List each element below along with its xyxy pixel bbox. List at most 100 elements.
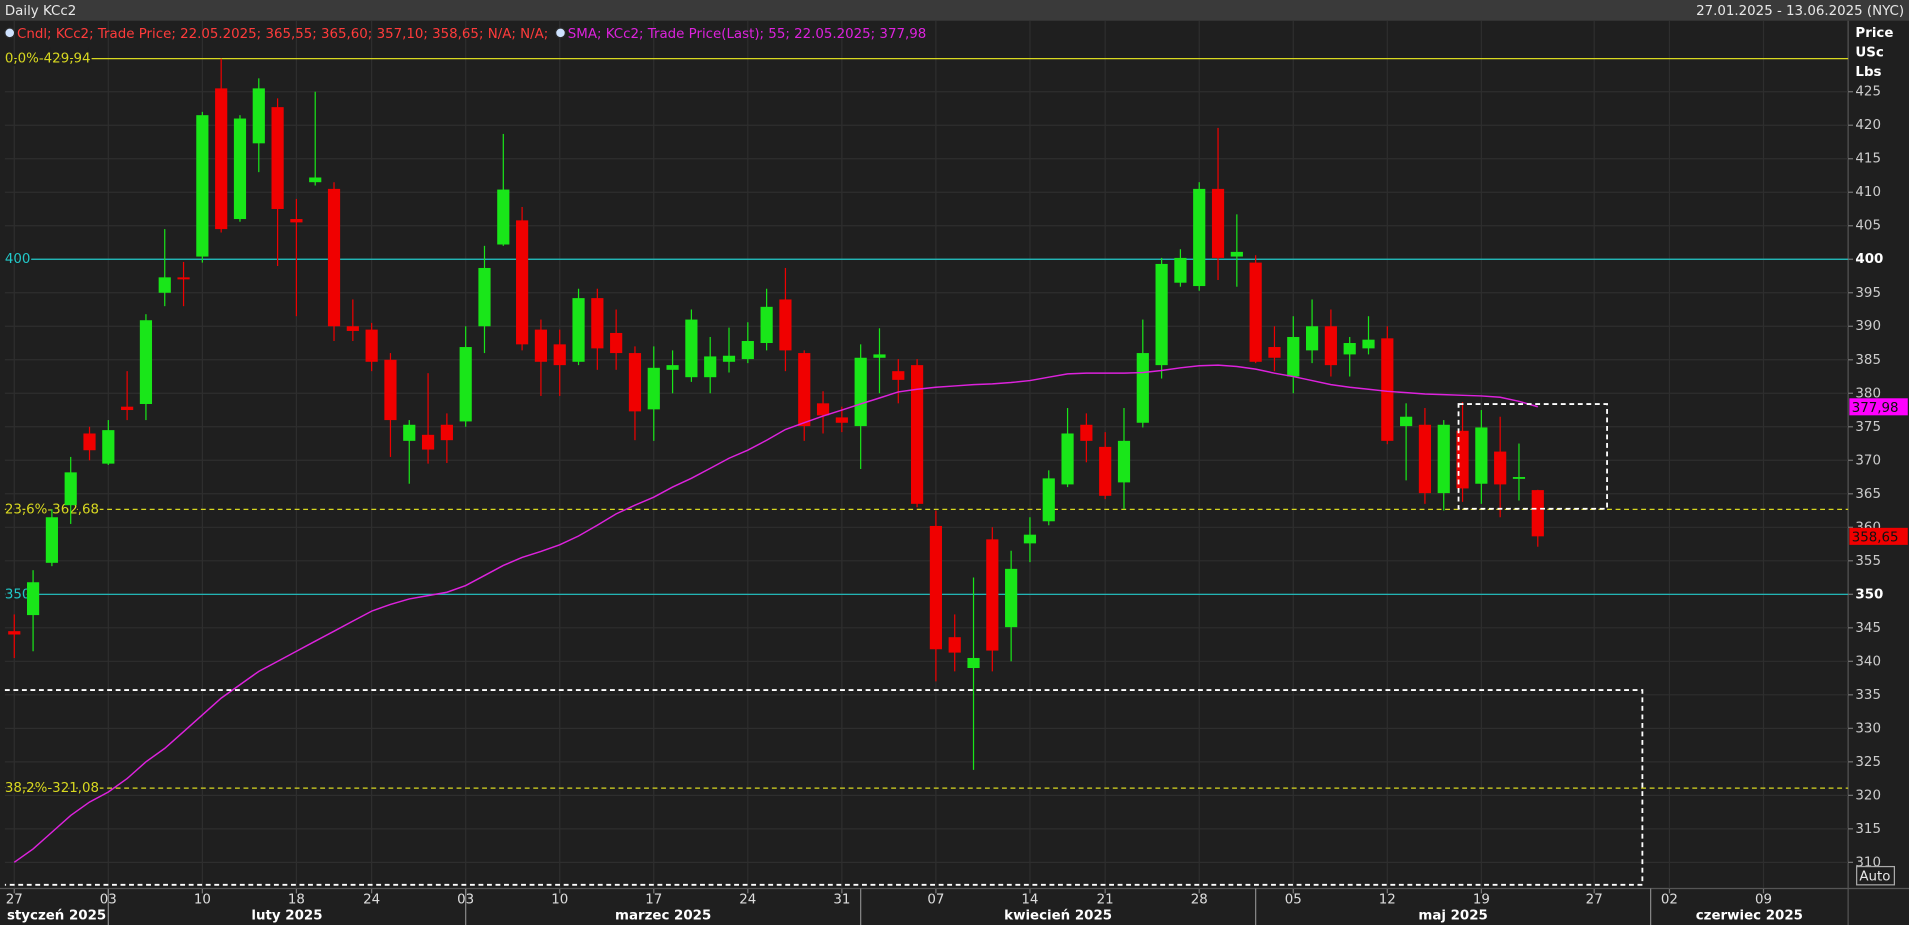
candle-body <box>911 365 924 504</box>
x-tick-label: 02 <box>1661 892 1678 907</box>
month-label: maj 2025 <box>1418 908 1487 923</box>
candle-body <box>1117 440 1131 483</box>
candle-body <box>948 637 961 653</box>
y-axis-label: Price <box>1855 26 1893 41</box>
candle-body <box>1343 343 1356 355</box>
candle-body <box>647 367 660 410</box>
candle-body <box>1061 433 1074 485</box>
candle-body <box>1362 339 1375 349</box>
x-tick-label: 18 <box>288 892 305 907</box>
x-tick-label: 27 <box>6 892 23 907</box>
y-tick-label: 330 <box>1855 721 1881 736</box>
candle-body <box>384 359 397 421</box>
candle-body <box>1042 478 1055 522</box>
candle-body <box>572 298 585 362</box>
candle-body <box>327 188 341 327</box>
annotation-box <box>1457 403 1608 510</box>
legend-icon <box>4 27 16 39</box>
annotation-boxes <box>4 403 1644 886</box>
level-label: 38,2%-321,08 <box>5 781 99 796</box>
candle-body <box>873 354 886 358</box>
candle-body <box>1155 263 1168 366</box>
y-tick-label: 355 <box>1855 554 1881 569</box>
date-range: 27.01.2025 - 13.06.2025 (NYC) <box>1696 4 1904 19</box>
plot: 0,0%-429,9440035023,6%-362,6838,2%-321,0… <box>3 20 1849 889</box>
candle-body <box>816 403 830 416</box>
auto-button[interactable] <box>1856 865 1895 886</box>
x-tick-label: 12 <box>1379 892 1396 907</box>
y-tick-label: 365 <box>1855 487 1881 502</box>
x-tick-label: 10 <box>551 892 568 907</box>
candle-body <box>685 319 698 378</box>
candle-body <box>534 329 548 362</box>
x-tick-label: 14 <box>1021 892 1038 907</box>
y-tick-label: 375 <box>1855 420 1881 435</box>
x-tick-label: 28 <box>1191 892 1208 907</box>
candle-body <box>83 433 96 451</box>
candle-body <box>1494 451 1507 485</box>
candle-body <box>722 355 736 362</box>
candle-body <box>459 347 472 422</box>
y-tick-label: 410 <box>1855 185 1881 200</box>
candle-body <box>252 88 265 144</box>
y-tick-label: 350 <box>1855 587 1883 602</box>
candle-body <box>1268 347 1281 358</box>
candle-body <box>1211 188 1225 258</box>
annotation-box <box>4 689 1644 886</box>
y-tick-label: 315 <box>1855 822 1881 837</box>
candle-body <box>1437 424 1450 494</box>
candle-body <box>1080 424 1093 441</box>
chart-title: Daily KCc2 <box>5 4 76 19</box>
y-axis-label: USc <box>1855 45 1883 60</box>
candle-body <box>1381 338 1394 441</box>
x-tick-label: 21 <box>1097 892 1114 907</box>
x-tick-label: 05 <box>1285 892 1302 907</box>
legend-icon <box>555 27 566 39</box>
candle-body <box>1305 326 1319 351</box>
auto-button-label[interactable]: Auto <box>1859 869 1890 884</box>
candle-body <box>628 353 642 412</box>
y-tick-label: 380 <box>1855 386 1881 401</box>
candle-body <box>233 118 247 220</box>
candle-body <box>967 657 980 669</box>
candle-body <box>760 306 773 344</box>
candle-body <box>1400 416 1413 427</box>
candle-body <box>1475 427 1488 484</box>
candle-body <box>1512 477 1526 479</box>
y-tick-label: 385 <box>1855 353 1881 368</box>
candle-body <box>1099 446 1112 496</box>
candle-body <box>497 189 510 245</box>
candle-body <box>8 631 21 635</box>
price-tag <box>1849 398 1908 416</box>
candle-body <box>986 539 999 651</box>
y-tick-label: 395 <box>1855 286 1881 301</box>
candle-body <box>854 357 867 427</box>
candle-body <box>929 525 942 650</box>
candle-body <box>440 424 453 441</box>
candle-body <box>290 219 303 223</box>
month-label: czerwiec 2025 <box>1696 908 1803 923</box>
y-tick-label: 425 <box>1855 85 1881 100</box>
candle-body <box>478 267 491 327</box>
month-label: luty 2025 <box>251 908 322 923</box>
y-tick-label: 370 <box>1855 453 1881 468</box>
candle-body <box>798 353 811 427</box>
month-label: styczeń 2025 <box>7 907 106 923</box>
y-tick-label: 320 <box>1855 788 1881 803</box>
candle-body <box>1230 251 1243 257</box>
y-tick-label: 340 <box>1855 654 1881 669</box>
x-tick-label: 17 <box>645 892 662 907</box>
candle-body <box>309 177 322 183</box>
candle-body <box>1249 262 1262 362</box>
y-tick-label: 400 <box>1855 252 1883 267</box>
level-label: 400 <box>5 252 31 267</box>
month-label: marzec 2025 <box>615 908 711 923</box>
candle-body <box>1287 336 1300 377</box>
header-bar <box>0 0 1909 21</box>
candle-body <box>1174 257 1187 283</box>
candle-body <box>779 299 792 351</box>
x-tick-label: 31 <box>833 892 850 907</box>
